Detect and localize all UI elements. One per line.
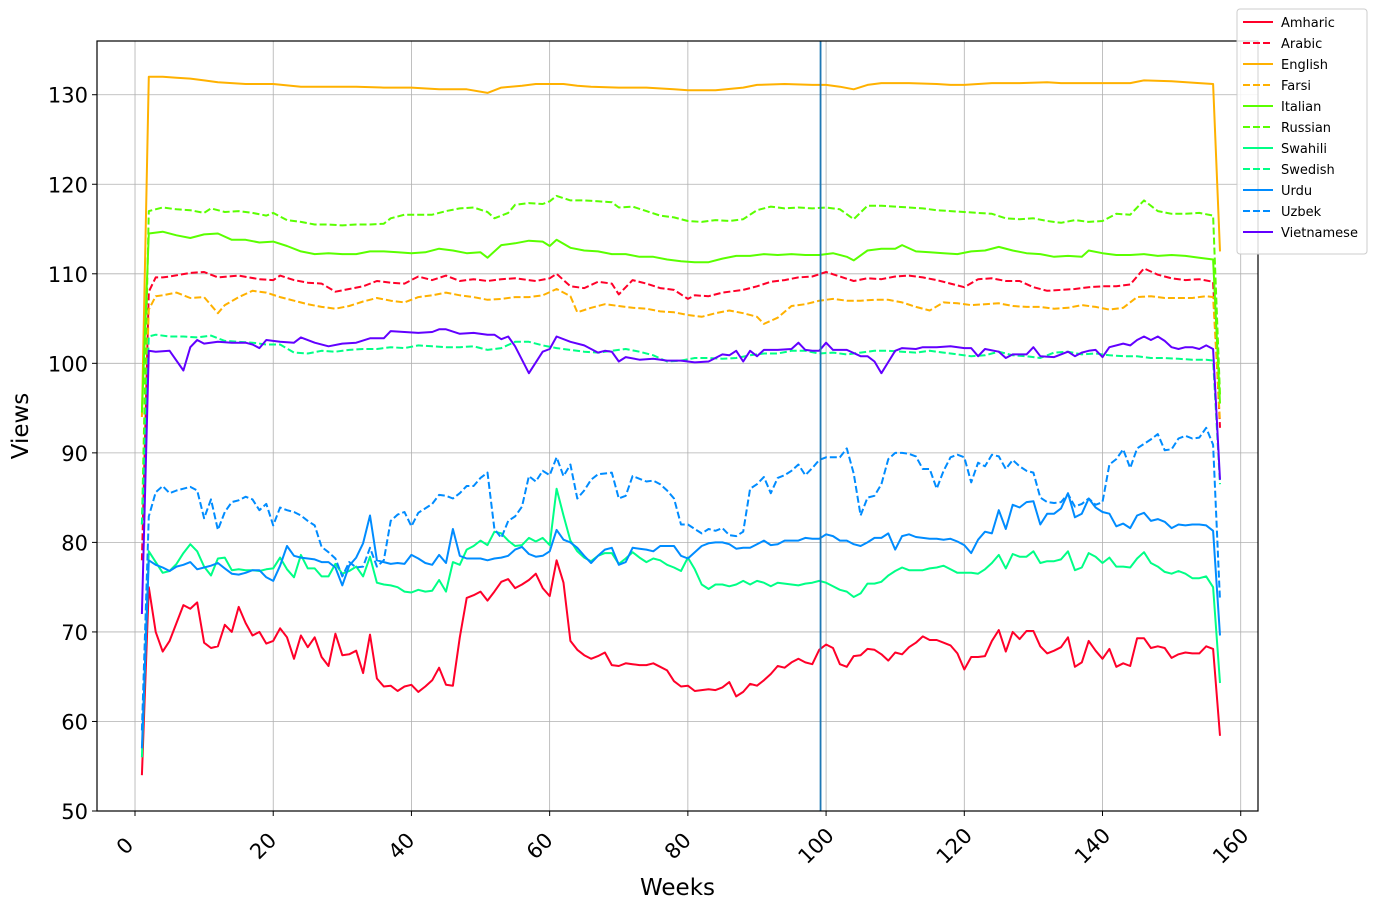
y-tick-label: 90 [61, 442, 88, 466]
legend-label: Italian [1281, 100, 1321, 115]
axis-ticks: 0 20 40 60 80 100 120 140 160 50 60 70 80 90 100 110 120… [48, 84, 1254, 869]
legend-label: English [1281, 58, 1328, 73]
grid [97, 41, 1258, 812]
x-axis-title: Weeks [640, 875, 715, 901]
series-line-uzbek [140, 426, 1221, 731]
series-line-russian [140, 194, 1221, 525]
series-line-swahili [140, 487, 1221, 758]
legend-label: Swedish [1281, 163, 1335, 178]
legend-label: Russian [1281, 121, 1331, 136]
x-tick-label: 120 [932, 823, 977, 868]
series-lines [140, 75, 1221, 776]
x-tick-label: 160 [1208, 823, 1253, 868]
legend-label: Urdu [1281, 184, 1312, 199]
legend-label: Amharic [1281, 16, 1335, 31]
y-tick-label: 100 [48, 352, 88, 376]
series-line-vietnamese [140, 328, 1221, 615]
y-tick-label: 50 [61, 800, 88, 824]
x-tick-label: 40 [384, 828, 420, 864]
legend-label: Swahili [1281, 142, 1327, 157]
y-tick-label: 130 [48, 84, 88, 108]
x-tick-label: 100 [793, 823, 838, 868]
y-tick-label: 110 [48, 263, 88, 287]
y-tick-label: 70 [61, 621, 88, 645]
plot-frame [96, 40, 1259, 812]
y-tick-label: 60 [61, 710, 88, 734]
legend-box [1236, 8, 1368, 255]
legend-label: Uzbek [1281, 205, 1322, 220]
series-line-farsi [140, 288, 1221, 525]
series-line-arabic [140, 267, 1221, 561]
series-line-italian [140, 230, 1221, 413]
y-tick-label: 80 [61, 531, 88, 555]
x-tick-label: 140 [1070, 823, 1115, 868]
legend-label: Arabic [1281, 37, 1322, 52]
x-tick-label: 80 [660, 828, 696, 864]
series-line-urdu [140, 492, 1221, 749]
series-line-english [140, 75, 1221, 418]
series-line-amharic [140, 559, 1221, 776]
x-tick-label: 0 [112, 833, 138, 859]
y-axis-title: Views [8, 393, 34, 460]
legend-label: Farsi [1281, 79, 1311, 94]
x-tick-label: 60 [522, 828, 558, 864]
legend: Amharic Arabic English Farsi Italian Russian S… [1236, 8, 1368, 255]
y-tick-label: 120 [48, 173, 88, 197]
legend-label: Vietnamese [1281, 226, 1358, 241]
x-tick-label: 20 [245, 828, 281, 864]
